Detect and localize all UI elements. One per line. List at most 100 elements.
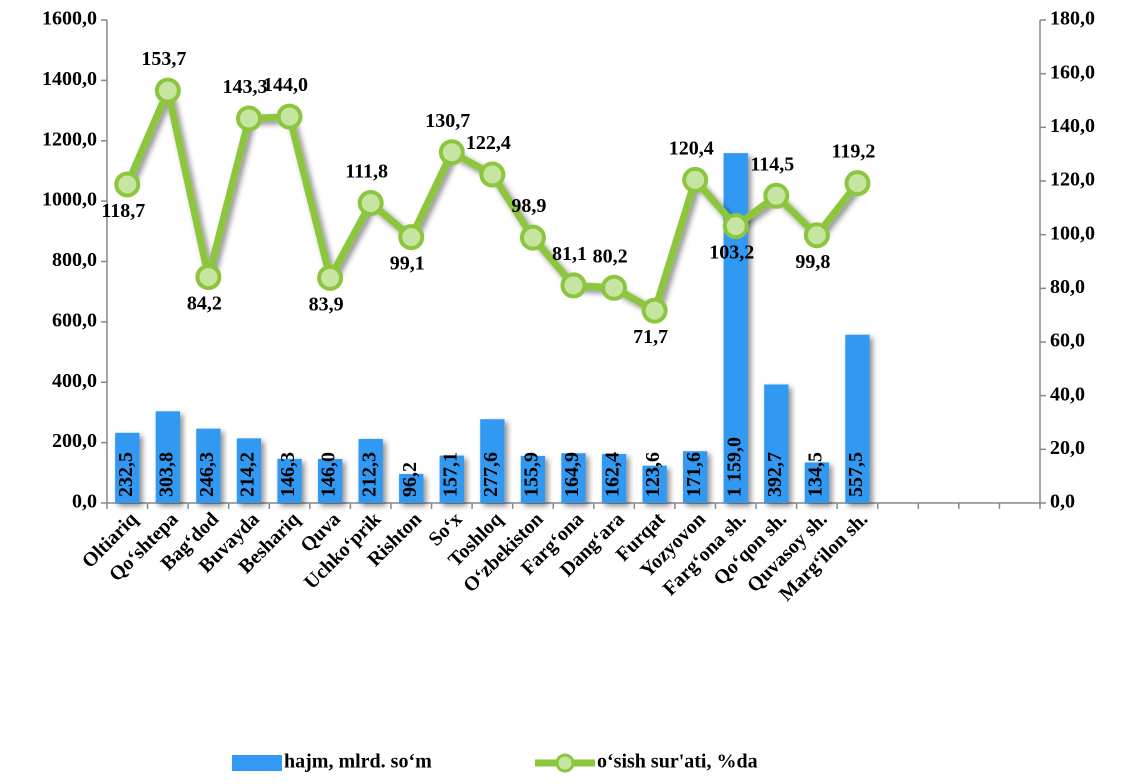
y2-tick-label: 100,0 <box>1050 222 1095 244</box>
line-value-label: 81,1 <box>552 243 587 265</box>
y-tick-label: 600,0 <box>52 309 97 331</box>
line-marker <box>601 274 628 301</box>
y-tick-label: 400,0 <box>52 370 97 392</box>
line-marker <box>114 171 141 198</box>
line-value-label: 153,7 <box>141 48 186 70</box>
line-marker <box>317 264 344 291</box>
bar-value-label: 162,4 <box>602 452 624 497</box>
bar <box>439 455 464 503</box>
bar-value-label: 303,8 <box>155 452 177 497</box>
bar <box>399 473 424 503</box>
bar-value-label: 1 159,0 <box>723 437 745 497</box>
bar-value-label: 155,9 <box>521 452 543 497</box>
y2-tick-label: 180,0 <box>1050 8 1095 30</box>
line-marker <box>276 103 303 130</box>
bar-value-label: 277,6 <box>480 452 502 497</box>
bar-value-label: 171,6 <box>683 452 705 497</box>
line-value-label: 143,3 <box>222 76 267 98</box>
bar-value-label: 146,0 <box>318 452 340 497</box>
bar <box>642 465 667 503</box>
line-value-label: 111,8 <box>345 161 388 183</box>
bar <box>520 455 546 503</box>
bar <box>804 462 830 503</box>
line-marker <box>235 105 262 132</box>
line-value-label: 120,4 <box>669 138 714 160</box>
line-value-label: 99,8 <box>795 251 830 273</box>
line-value-label: 144,0 <box>263 74 308 96</box>
bar <box>317 458 343 503</box>
bar <box>764 384 789 503</box>
line-value-label: 119,2 <box>832 141 876 163</box>
y-tick-label: 1000,0 <box>42 189 97 211</box>
bar-value-label: 96,2 <box>399 462 421 497</box>
line-value-label: 99,1 <box>390 253 425 275</box>
bar <box>480 419 505 503</box>
bar <box>845 334 870 503</box>
line-value-label: 103,2 <box>709 242 754 264</box>
line-marker <box>682 166 709 193</box>
bar <box>683 451 708 503</box>
line-marker <box>519 224 546 251</box>
bar <box>155 411 181 503</box>
bar <box>196 428 221 503</box>
line-marker <box>844 170 871 197</box>
line-value-label: 83,9 <box>309 293 344 315</box>
legend-swatch <box>232 755 282 771</box>
line-value-label: 118,7 <box>101 200 145 222</box>
y-tick-label: 0,0 <box>72 491 97 513</box>
legend-label: hajm, mlrd. so‘m <box>284 751 432 773</box>
bar-value-label: 232,5 <box>115 452 137 497</box>
line-value-label: 71,7 <box>633 326 668 348</box>
legend-label: o‘sish sur'ati, %da <box>597 751 758 773</box>
y-tick-label: 800,0 <box>52 249 97 271</box>
line-value-label: 114,5 <box>750 153 794 175</box>
y2-tick-label: 120,0 <box>1050 169 1095 191</box>
bar <box>277 458 302 503</box>
line-marker <box>722 213 749 240</box>
line-marker <box>560 272 587 299</box>
line-marker <box>763 182 790 209</box>
bar-value-label: 134,5 <box>804 452 826 497</box>
line-marker <box>357 190 384 217</box>
bar-value-label: 557,5 <box>845 452 867 497</box>
line-value-label: 84,2 <box>187 293 222 315</box>
y2-tick-label: 40,0 <box>1050 383 1085 405</box>
bar-value-label: 164,9 <box>561 452 583 497</box>
bar-value-label: 212,3 <box>358 452 380 497</box>
line-marker <box>398 224 425 251</box>
line-marker <box>154 77 181 104</box>
line-marker <box>803 222 830 249</box>
bar-value-label: 146,3 <box>277 452 299 497</box>
bar <box>723 153 748 503</box>
bar-value-label: 392,7 <box>764 452 786 497</box>
line-marker <box>438 139 465 166</box>
bar-value-label: 214,2 <box>237 452 259 497</box>
y2-tick-label: 160,0 <box>1050 61 1095 83</box>
line-marker <box>195 264 222 291</box>
bar <box>601 453 627 503</box>
legend-marker <box>555 753 575 773</box>
line-value-label: 98,9 <box>511 195 546 217</box>
y-tick-label: 1200,0 <box>42 128 97 150</box>
y2-tick-label: 60,0 <box>1050 330 1085 352</box>
y-tick-label: 1400,0 <box>42 68 97 90</box>
bar <box>115 432 140 503</box>
y2-tick-label: 80,0 <box>1050 276 1085 298</box>
line-marker <box>641 297 668 324</box>
y2-tick-label: 0,0 <box>1050 491 1075 513</box>
bar <box>561 453 586 503</box>
bar-value-label: 157,1 <box>439 452 461 497</box>
bar-value-label: 123,6 <box>642 452 664 497</box>
bar <box>358 438 383 503</box>
bar <box>236 438 262 503</box>
line <box>124 87 861 315</box>
line-value-label: 80,2 <box>593 245 628 267</box>
y2-tick-label: 20,0 <box>1050 437 1085 459</box>
line-value-label: 122,4 <box>466 132 511 154</box>
y-tick-label: 1600,0 <box>42 8 97 30</box>
bar-series <box>115 153 870 503</box>
line-value-label: 130,7 <box>425 110 470 132</box>
bar-value-label: 246,3 <box>196 452 218 497</box>
y2-tick-label: 140,0 <box>1050 115 1095 137</box>
